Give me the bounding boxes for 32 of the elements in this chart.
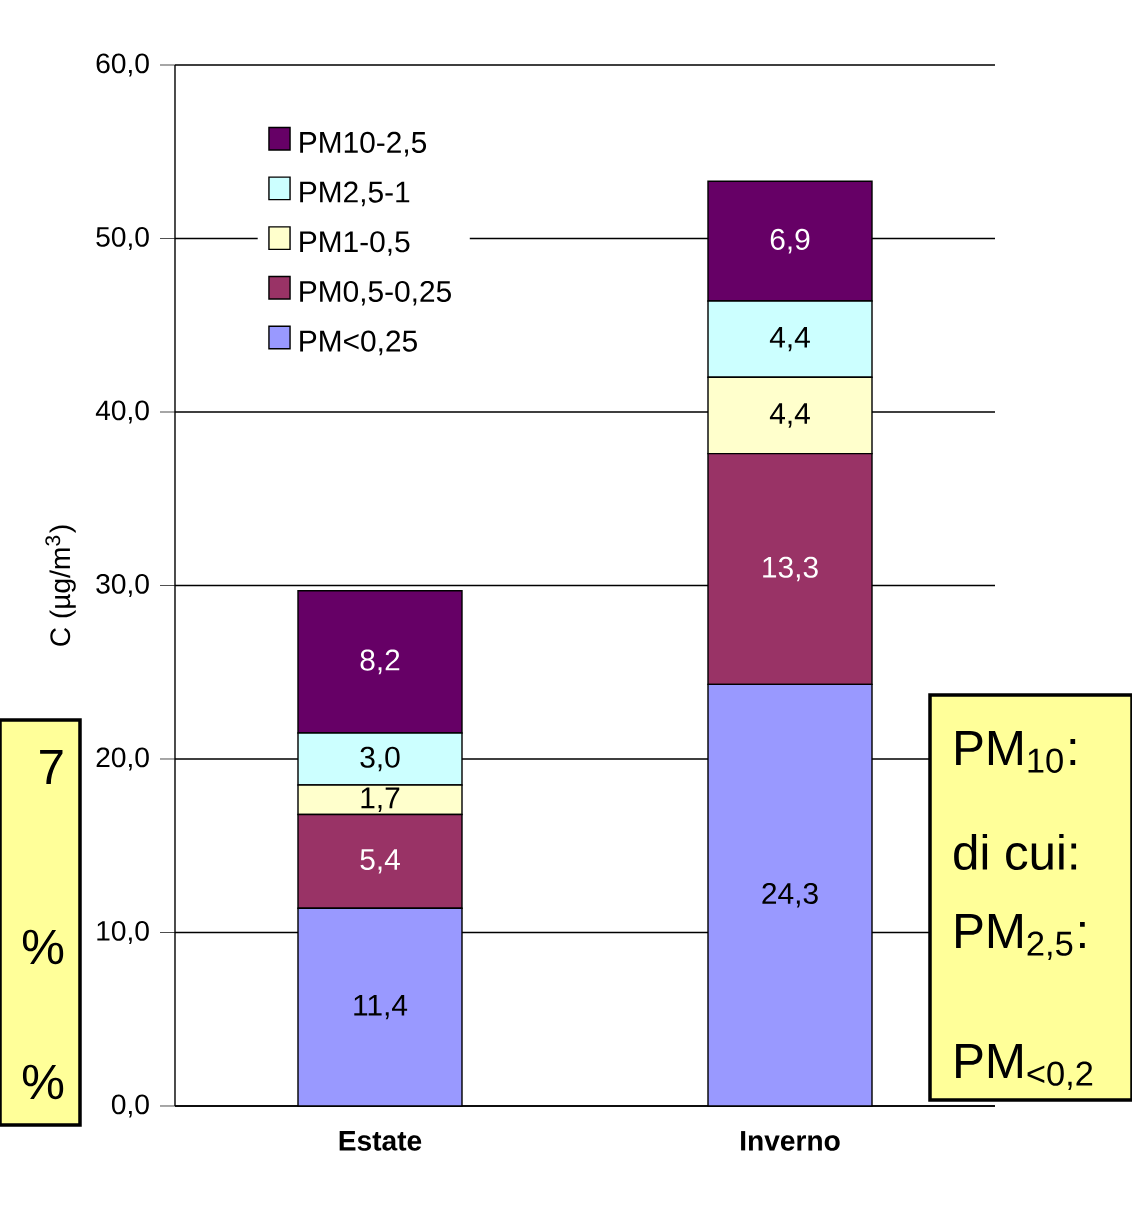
y-tick-label: 40,0 [95, 400, 149, 424]
data-label: 1,7 [361, 787, 400, 812]
y-tick-label: 60,0 [96, 53, 149, 77]
data-label: 6,9 [770, 228, 810, 254]
data-label: 24,3 [762, 882, 818, 908]
y-tick-label: 20,0 [96, 747, 149, 771]
legend-label: PM10-2,5 [300, 131, 427, 157]
y-axis-title: C (µg/m$^{3}$) [45, 525, 76, 646]
annotation: PM$_{2,5}$: [956, 914, 1085, 960]
data-label: 3,0 [360, 746, 400, 772]
y-tick-label: 10,0 [97, 920, 149, 945]
text: 7 [40, 750, 63, 784]
data-label: 8,2 [360, 649, 400, 675]
data-label: 5,4 [360, 849, 400, 874]
legend-label: PM2,5-1 [300, 181, 410, 207]
data-label: 4,4 [769, 326, 810, 352]
legend-label: PM1-0,5 [300, 231, 410, 256]
x-tick-label: Estate [339, 1131, 422, 1151]
annotation: PM$_{<0,2}$ [956, 1044, 1093, 1090]
data-label: 11,4 [354, 994, 408, 1020]
y-tick-label: 30,0 [96, 573, 149, 598]
text: % [22, 929, 64, 965]
legend-label: PM<0,25 [300, 330, 417, 356]
data-label: 13,3 [763, 556, 818, 582]
y-tick-label: 50,0 [96, 226, 149, 251]
text: % [22, 1064, 64, 1100]
y-tick-label: 0,0 [111, 1094, 149, 1118]
legend-label: PM0,5-0,25 [300, 280, 451, 306]
data-label: 4,4 [769, 403, 810, 428]
annotation: di cui: [954, 833, 1077, 871]
x-tick-label: Inverno [741, 1131, 840, 1151]
annotation: PM$_{10}$: [956, 731, 1076, 773]
